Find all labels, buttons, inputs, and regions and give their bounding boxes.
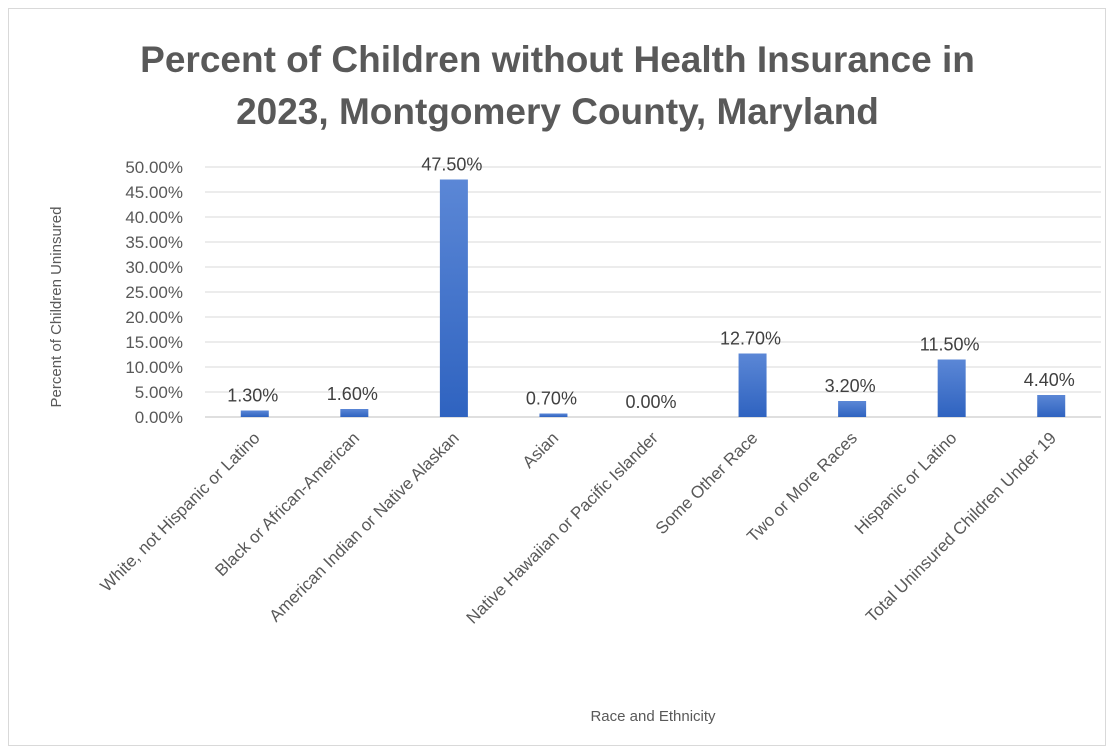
y-tick-label: 0.00%	[135, 408, 183, 427]
x-tick-label: Total Uninsured Children Under 19	[862, 428, 1060, 626]
bar	[439, 179, 468, 417]
data-label: 0.70%	[526, 389, 577, 409]
bar	[738, 353, 767, 417]
x-tick-label: White, not Hispanic or Latino	[96, 428, 263, 595]
x-tick-label: Some Other Race	[652, 428, 762, 538]
data-label: 11.50%	[920, 335, 980, 355]
x-tick-label: American Indian or Native Alaskan	[266, 428, 463, 625]
data-labels: 1.30% 1.60% 47.50% 0.70% 0.00% 12.70% 3.20% 11.…	[227, 155, 1074, 413]
x-tick-label: Native Hawaiian or Pacific Islander	[463, 428, 662, 627]
y-tick-label: 45.00%	[125, 183, 183, 202]
x-tick-label: Two or More Races	[743, 428, 861, 546]
data-label: 1.30%	[227, 386, 278, 406]
chart-frame	[8, 8, 1106, 746]
bar	[240, 410, 269, 417]
y-tick-label: 40.00%	[125, 208, 183, 227]
bar	[539, 413, 568, 417]
data-label: 0.00%	[625, 392, 676, 412]
bar	[838, 401, 867, 417]
y-tick-label: 35.00%	[125, 233, 183, 252]
y-axis-ticks: 0.00% 5.00% 10.00% 15.00% 20.00% 25.00% 30.00%…	[125, 158, 183, 427]
y-tick-label: 15.00%	[125, 333, 183, 352]
x-tick-label: Hispanic or Latino	[851, 428, 961, 538]
bar	[937, 359, 966, 417]
data-label: 4.40%	[1024, 370, 1075, 390]
y-tick-label: 25.00%	[125, 283, 183, 302]
gridlines	[205, 166, 1101, 418]
y-tick-label: 20.00%	[125, 308, 183, 327]
y-axis-label: Percent of Children Uninsured	[48, 207, 65, 408]
data-label: 1.60%	[327, 384, 378, 404]
y-tick-label: 50.00%	[125, 158, 183, 177]
bar	[340, 409, 369, 417]
data-label: 47.50%	[421, 155, 482, 175]
y-tick-label: 5.00%	[135, 383, 183, 402]
x-axis-label: Race and Ethnicity	[590, 708, 716, 725]
y-tick-label: 30.00%	[125, 258, 183, 277]
bars	[240, 179, 1066, 417]
x-tick-label: Asian	[519, 428, 563, 472]
chart-title-line-2: 2023, Montgomery County, Maryland	[236, 91, 879, 132]
chart-title: Percent of Children without Health Insur…	[0, 34, 1115, 138]
chart-title-line-1: Percent of Children without Health Insur…	[140, 39, 975, 80]
y-tick-label: 10.00%	[125, 358, 183, 377]
data-label: 3.20%	[825, 376, 876, 396]
bar	[1037, 395, 1066, 417]
data-label: 12.70%	[720, 329, 781, 349]
